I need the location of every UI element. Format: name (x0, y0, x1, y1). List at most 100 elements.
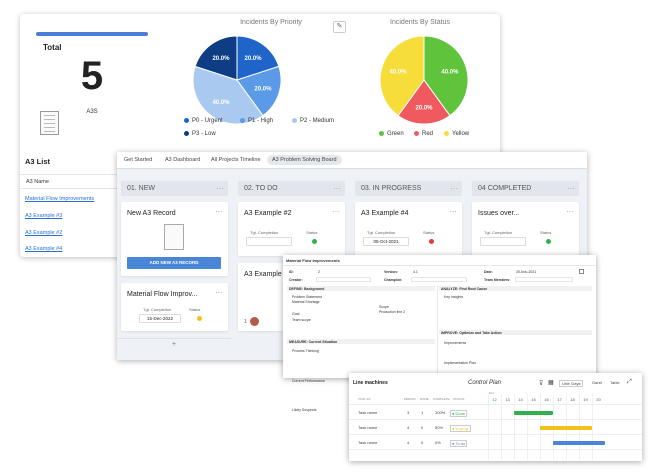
gantt-gridline (527, 394, 528, 460)
gantt-bar[interactable] (553, 441, 605, 445)
champion-field[interactable] (411, 277, 467, 282)
gantt-gridline (514, 394, 515, 460)
analyze-item: Key Insights (444, 295, 464, 299)
define-item: Scope (379, 305, 389, 309)
section-header (439, 330, 592, 335)
gantt-bar[interactable] (514, 411, 553, 415)
task-status-select[interactable]: ● To do (450, 440, 468, 447)
legend-label: P0 - Urgent (192, 118, 223, 125)
more-icon[interactable]: ··· (567, 184, 575, 193)
total-value: 5 (80, 54, 104, 98)
unit-select[interactable]: Unit: Days (559, 380, 584, 387)
a3-list-link[interactable]: A3 Example #2 (25, 230, 63, 236)
a3-list-title: A3 List (25, 157, 51, 166)
task-complete: 100% (435, 410, 446, 415)
task-complete: 0% (435, 440, 441, 445)
edit-icon[interactable]: ✎ (333, 21, 346, 33)
document-icon (40, 111, 59, 135)
calendar-icon[interactable] (579, 269, 584, 274)
gantt-bar[interactable] (540, 426, 592, 430)
priority-chart-title: Incidents By Priority (240, 19, 302, 26)
card-title: A3 Example #4 (361, 210, 409, 217)
task-done: 0 (421, 440, 424, 445)
more-icon[interactable]: ··· (333, 184, 341, 193)
kanban-card[interactable]: A3 Example #4 ··· Tgt. Completion Status… (355, 202, 462, 256)
improve-heading: IMPROVE: Optimize and Take Action (441, 331, 502, 335)
a3-list-link[interactable]: Material Flow Improvements (25, 196, 95, 202)
column-todo: 02. TO DO ··· (238, 181, 345, 196)
tab-problem-solving-board[interactable]: A3 Problem Solving Board (267, 155, 342, 165)
more-icon[interactable]: ··· (449, 207, 457, 216)
kanban-card[interactable]: Material Flow Improv... ··· Tgt. Complet… (121, 283, 228, 331)
legend-label: Yellow (452, 131, 470, 138)
card-title: Material Flow Improv... (127, 291, 198, 298)
define-item: Goal (292, 312, 300, 316)
task-name: Task name (358, 410, 378, 415)
column-title: 03. IN PROGRESS (361, 185, 422, 192)
grid-icon[interactable]: ▦ (548, 380, 554, 386)
status-pie-chart: 40.0% 20.0% 40.0% (379, 35, 469, 125)
legend-item: P0 - Urgent (184, 118, 223, 124)
filter-icon[interactable]: ⊽ (539, 381, 544, 387)
define-heading: DEFINE: Background (289, 287, 325, 291)
task-complete: 50% (435, 425, 444, 430)
column-title: 04 COMPLETED (478, 185, 532, 192)
column-new: 01. NEW ··· (121, 181, 228, 196)
add-card-button[interactable]: + (117, 338, 231, 349)
pie-slice-label: 40.0% (441, 70, 459, 76)
task-status-select[interactable]: ● In prog. (450, 425, 472, 432)
gantt-day-label: 14 (518, 397, 523, 402)
more-icon[interactable]: ··· (332, 207, 340, 216)
gantt-day-label: 15 (531, 397, 536, 402)
creator-field[interactable] (316, 277, 371, 282)
gantt-day-label: 18 (570, 397, 575, 402)
month-label: Dec (489, 391, 495, 395)
doc-title: Material Flow Improvements (286, 258, 340, 263)
id-value: 2 (318, 270, 320, 274)
column-header: 02. TO DO ··· (238, 181, 345, 196)
tab-a3-dashboard[interactable]: A3 Dashboard (165, 157, 201, 163)
kanban-card[interactable]: Issues over... ··· Tgt. Completion Statu… (472, 202, 579, 256)
control-plan-title: Line machines (353, 380, 388, 386)
a3-list-link[interactable]: A3 Example #4 (25, 246, 63, 252)
pie-slice-label: 20.0% (254, 86, 272, 92)
id-label: ID: (289, 270, 294, 274)
more-icon[interactable]: ··· (566, 207, 574, 216)
gantt-gridline (592, 394, 593, 460)
column-in-progress: 03. IN PROGRESS ··· (355, 181, 462, 196)
analyze-heading: ANALYZE: Find Root Cause (441, 287, 488, 291)
date-value: 30-Nov-2021 (516, 270, 537, 274)
divider (349, 449, 642, 450)
pie-slice (379, 35, 425, 117)
total-card-accent (36, 32, 148, 36)
gantt-button[interactable]: Gantt (592, 380, 602, 385)
more-icon[interactable]: ··· (215, 207, 223, 216)
gantt-gridline (501, 394, 502, 460)
kanban-card[interactable]: A3 Example #2 ··· Tgt. Completion Status (238, 202, 345, 256)
tab-get-started[interactable]: Get Started (124, 157, 153, 163)
team-field[interactable] (515, 277, 573, 282)
pie-slice (397, 79, 451, 125)
more-icon[interactable]: ··· (216, 184, 224, 193)
add-new-record-button[interactable]: ADD NEW A3 RECORD (127, 257, 221, 269)
legend-label: Green (387, 131, 404, 138)
divider (349, 419, 642, 420)
completion-label: Tgt. Completion (484, 230, 513, 235)
tab-projects-timeline[interactable]: All Projects Timeline (211, 157, 261, 163)
legend-swatch (379, 131, 384, 136)
avatar (250, 317, 259, 326)
pie-slice (192, 65, 264, 125)
table-button[interactable]: Table (610, 380, 620, 385)
expand-icon[interactable]: ⤢ (627, 379, 632, 385)
card-title: A3 Example #2 (244, 210, 292, 217)
more-icon[interactable]: ··· (215, 288, 223, 297)
define-item: Team scope (292, 318, 311, 322)
divider (437, 286, 438, 376)
a3-list-link[interactable]: A3 Example #3 (25, 213, 63, 219)
pie-slice (423, 35, 469, 117)
column-header: PERIOD (404, 397, 416, 401)
task-status-select[interactable]: ● Done (450, 410, 468, 417)
pie-slice (236, 35, 280, 81)
more-icon[interactable]: ··· (450, 184, 458, 193)
status-yellow-icon (197, 316, 202, 321)
